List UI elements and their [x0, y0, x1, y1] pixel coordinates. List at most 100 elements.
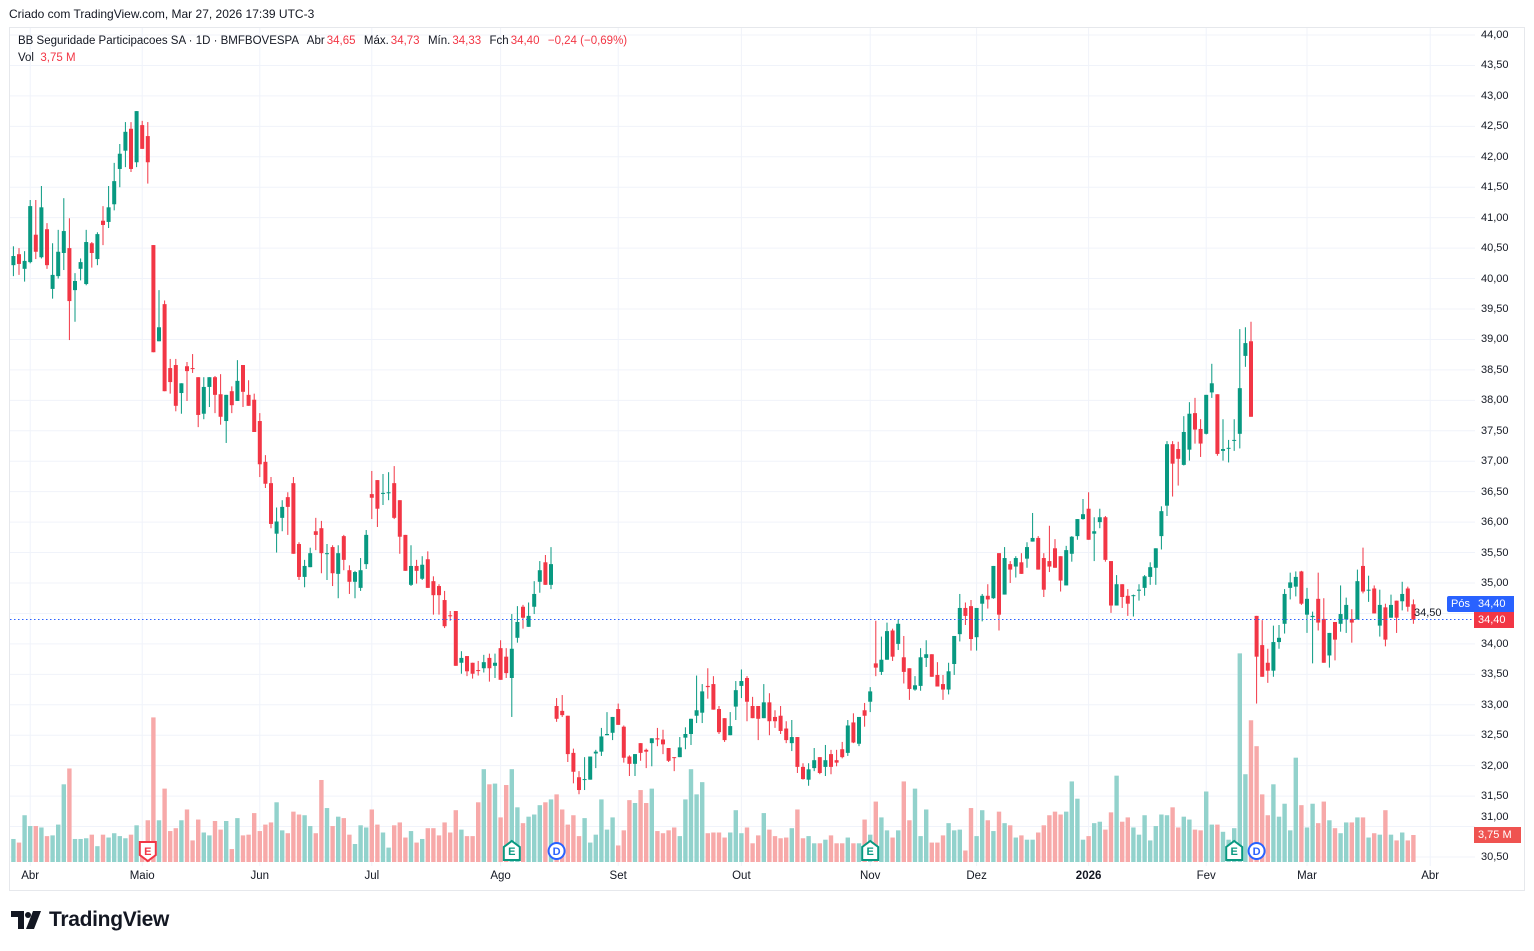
low-value: 34,33: [452, 35, 482, 47]
candle-body: [532, 593, 537, 607]
dividend-circle: [1247, 842, 1266, 860]
candle: [823, 744, 828, 777]
candle-body: [997, 553, 1001, 615]
candle: [17, 248, 21, 275]
candle: [621, 725, 626, 763]
volume-bar: [1215, 824, 1220, 862]
volume-bar: [375, 824, 380, 862]
volume-bar: [767, 829, 772, 862]
candle: [358, 558, 363, 591]
price-tick-label: 38,50: [1481, 363, 1509, 376]
candle: [1338, 585, 1343, 632]
candle-body: [745, 677, 749, 702]
candle: [599, 727, 604, 756]
candle: [498, 640, 503, 680]
volume-bar: [179, 820, 184, 862]
candle: [1125, 589, 1130, 616]
candle: [196, 377, 201, 428]
candle-body: [280, 506, 285, 518]
tradingview-logo[interactable]: TradingView: [11, 908, 169, 932]
volume-bar: [1405, 840, 1410, 862]
candle-body: [1215, 394, 1220, 454]
earnings-marker-icon[interactable]: E: [502, 839, 521, 861]
candle-body: [756, 705, 761, 719]
candle-body: [666, 748, 671, 761]
volume-bar: [263, 824, 268, 862]
candle: [694, 675, 699, 724]
candle: [941, 674, 945, 700]
price-tick-label: 43,50: [1481, 59, 1509, 72]
volume-bar: [560, 809, 565, 862]
volume-bar: [498, 817, 503, 862]
candle: [459, 651, 464, 674]
grid-lines: [10, 28, 1475, 866]
candle-body: [504, 656, 509, 674]
volume-bar: [162, 788, 167, 862]
candle: [677, 737, 682, 758]
candle-body: [879, 659, 884, 672]
candle-body: [554, 705, 559, 719]
earnings-letter: E: [508, 846, 515, 858]
candle-body: [1377, 604, 1382, 626]
candle-body: [1372, 588, 1377, 614]
volume-bar: [168, 831, 173, 862]
candle-body: [1109, 561, 1113, 606]
dividend-marker-icon[interactable]: D: [547, 842, 566, 860]
candle-body: [84, 242, 89, 285]
candle-body: [1254, 615, 1259, 657]
volume-bar: [67, 768, 72, 862]
candle-body: [1226, 447, 1231, 449]
candle: [638, 743, 643, 761]
volume-bar: [593, 834, 598, 862]
volume-bar: [224, 820, 229, 862]
candle: [890, 628, 895, 661]
candle: [1215, 394, 1220, 456]
earnings-marker-icon[interactable]: E: [1225, 839, 1244, 861]
candle-body: [39, 207, 44, 258]
candle-body: [465, 656, 469, 672]
volume-bar: [134, 825, 139, 862]
candle: [1344, 597, 1349, 633]
earnings-marker-icon[interactable]: E: [138, 841, 157, 863]
candle-body: [1310, 615, 1315, 618]
price-tick-label: 44,00: [1481, 29, 1509, 41]
volume-bar: [50, 835, 55, 862]
candle: [386, 472, 391, 501]
volume-bar: [201, 832, 206, 862]
candle-body: [313, 531, 318, 535]
candle-body: [179, 383, 184, 394]
volume-bar: [100, 834, 106, 862]
candle-body: [806, 769, 811, 780]
volume-bar: [621, 830, 626, 862]
price-tick-label: 36,50: [1481, 485, 1509, 498]
dividend-marker-icon[interactable]: D: [1247, 842, 1266, 860]
candle: [773, 710, 777, 728]
candle-body: [722, 718, 727, 741]
date-tick-label: Fev: [1196, 870, 1216, 882]
volume-bar: [1187, 819, 1192, 862]
candle: [717, 705, 721, 735]
candle: [313, 517, 318, 551]
dividend-letter: D: [553, 846, 561, 858]
candle: [392, 466, 397, 520]
candle-body: [1405, 588, 1410, 607]
volume-bar: [1243, 774, 1248, 862]
volume-bar: [1041, 825, 1046, 862]
candle-body: [476, 670, 481, 672]
volume-bar: [1097, 821, 1102, 862]
candle: [711, 676, 716, 710]
volume-bar: [649, 788, 654, 862]
volume-bar: [1176, 827, 1181, 862]
candle: [1400, 581, 1405, 611]
price-tick-label: 39,00: [1481, 333, 1509, 346]
candle: [739, 669, 744, 699]
candle: [565, 715, 570, 763]
earnings-marker-icon[interactable]: E: [861, 839, 880, 861]
candle: [537, 561, 542, 593]
volume-bar: [173, 828, 178, 862]
candle: [1131, 594, 1136, 617]
candle-body: [969, 606, 973, 640]
volume-bars: [11, 653, 1416, 862]
candle-body: [941, 684, 945, 690]
